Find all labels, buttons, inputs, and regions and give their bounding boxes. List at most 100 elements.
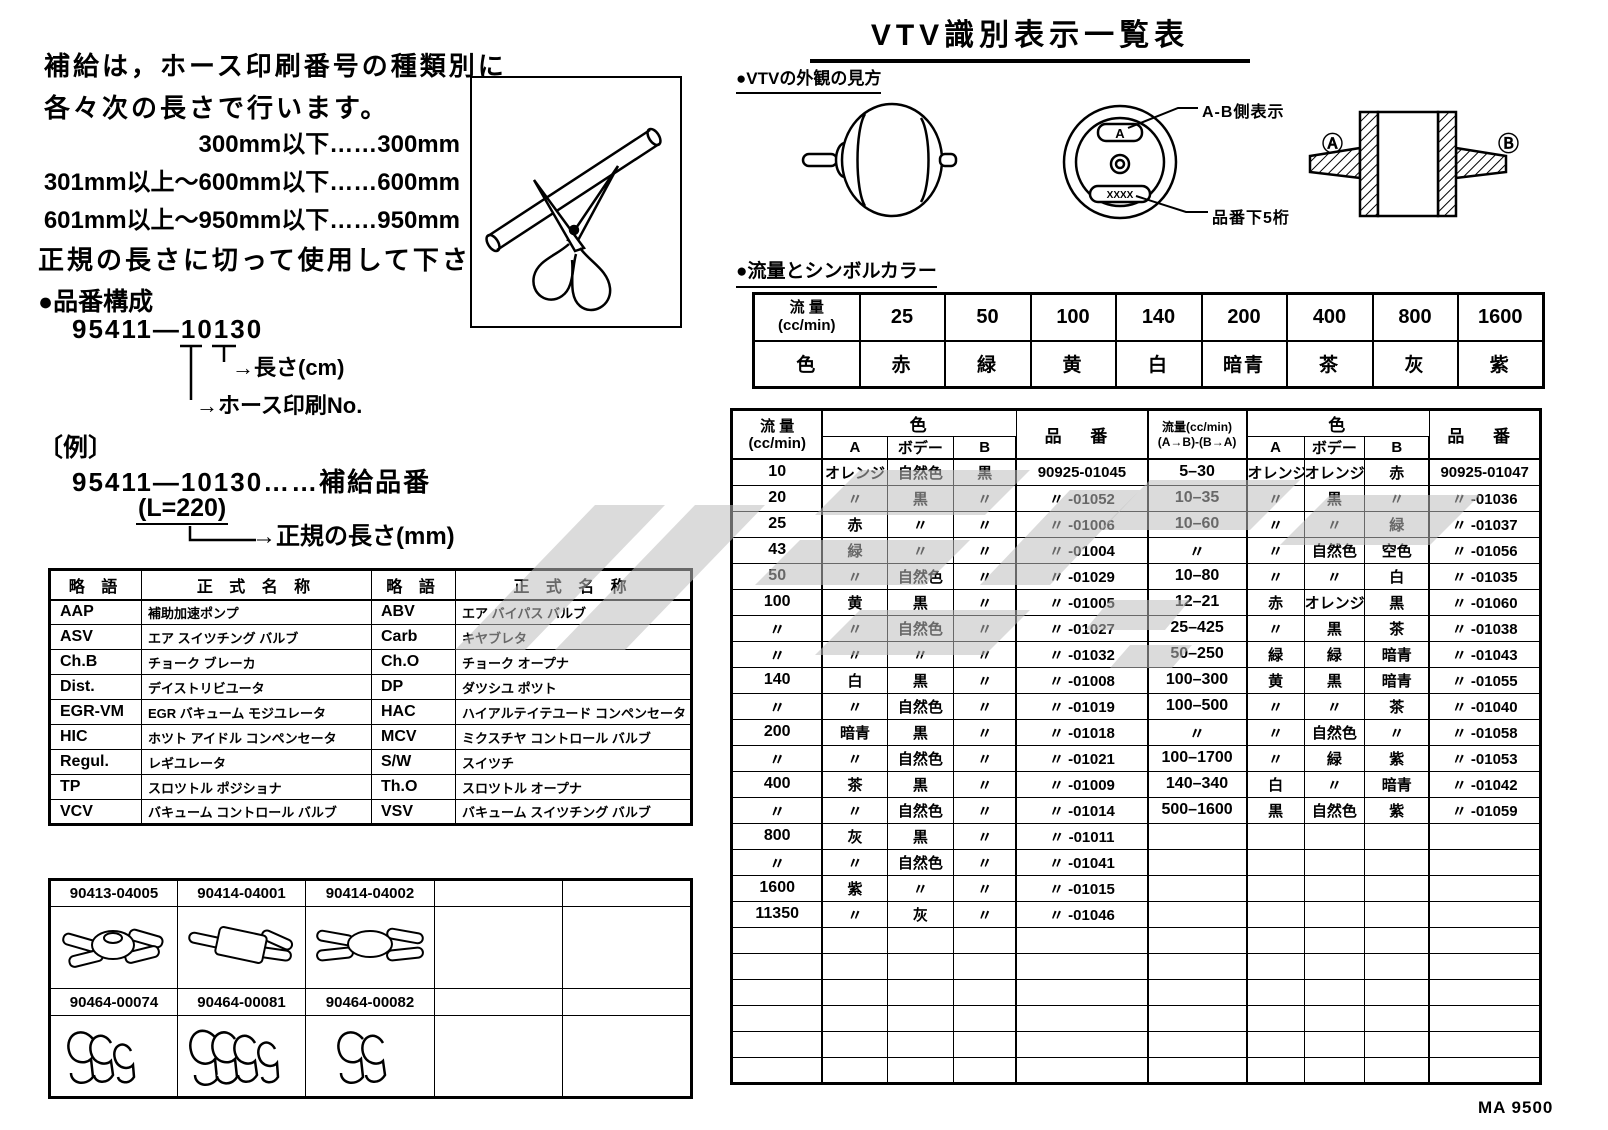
color-b-cell [953,978,1018,1006]
color-body-cell: 黒 [886,770,955,798]
part-number-cell [1428,926,1542,954]
flow-cell: 10–80 [1147,562,1248,590]
main-header-row-2: A ボデー B A ボデー B [732,436,1541,460]
flow-cell: 100–300 [1147,666,1248,694]
part-number-cell: 〃 -01037 [1428,510,1542,538]
flow-value-cell: 50 [943,292,1032,342]
part-number: 90464-00081 [177,988,306,1016]
abbr-cell: Regul. [49,749,142,775]
part-number-cell [1015,978,1149,1006]
length-rule-1: 300mm以下……300mm [198,131,460,158]
color-body-cell [1303,926,1366,954]
flow-cell: 10 [731,458,824,486]
clip-single-icon [305,1015,435,1098]
flow-cell: 〃 [731,640,824,668]
stamp-a-text: A [1115,126,1125,141]
part-number-cell: 〃 -01042 [1428,770,1542,798]
abbr-cell: DP [371,674,456,700]
vtv-side-view-icon [801,102,958,218]
part-number-empty [562,879,692,907]
color-a-cell: 黄 [821,588,888,616]
color-a-cell: 〃 [821,614,888,642]
color-body-cell [886,926,955,954]
part-number-cell [1428,1056,1542,1084]
color-b-cell: 〃 [953,562,1018,590]
color-b-cell [1364,874,1431,902]
color-a-cell: 〃 [821,796,888,824]
full-name-cell: ハイアルテイテユード コンペンセータ [455,699,692,725]
color-body-cell: 自然色 [886,848,955,876]
flow-cell: 100–1700 [1147,744,1248,772]
flow-cell: 11350 [731,900,824,928]
abbr-row: Ch.B チョーク ブレーカ Ch.O チョーク オープナ [49,649,692,675]
vtv-face-view-icon: A XXXX [1062,104,1208,220]
flow-cell: 140–340 [1147,770,1248,798]
color-body-cell [886,1030,955,1058]
abbr-cell: S/W [371,749,456,775]
color-a-cell: 紫 [821,874,888,902]
intro-line-2: 各々次の長さで行います。 [44,93,390,123]
flow-cell: 50 [731,562,824,590]
flow-cell [1147,1004,1248,1032]
abbr-cell: MCV [371,724,456,750]
abbr-header-1: 略 語 [49,569,142,601]
part-number-cell: 〃 -01008 [1015,666,1149,694]
flow-color-table-body: 流 量 (cc/min) 25 50 100 140 200 400 800 1600 色赤緑黄白暗… [752,292,1545,389]
flow-value-cell: 140 [1114,292,1203,342]
part-number-cell: 〃 -01058 [1428,718,1542,746]
color-value-cell: 紫 [1456,339,1545,389]
color-b-cell: 〃 [953,640,1018,668]
clip-triple-icon [177,1015,306,1098]
color-b-cell: 紫 [1364,744,1431,772]
abbr-header-row: 略 語 正 式 名 称 略 語 正 式 名 称 [49,569,692,601]
part-number-cell [1015,926,1149,954]
flow-header-left-bottom: (cc/min) [748,434,806,452]
example-arrow-line [188,526,256,542]
full-name-cell: デイストリビユータ [141,674,372,700]
main-header-row-1: 流 量 (cc/min) 色 品 番 流量(cc/min) (A→B)-(B→A… [731,409,1542,460]
color-b-cell [1364,848,1431,876]
col-body-header-right: ボデー [1303,436,1366,460]
main-table-row: 25 赤〃〃〃 -01006 10–60 〃〃緑〃 -01037 [731,510,1542,538]
flow-cell [731,1004,824,1032]
flow-cell [731,978,824,1006]
flow-cell: 500–1600 [1147,796,1248,824]
color-a-cell: 〃 [821,900,888,928]
color-body-cell [886,1056,955,1084]
abbr-header-3: 略 語 [371,569,456,601]
color-body-cell: 自然色 [886,744,955,772]
connector-cross-icon [49,906,178,989]
color-b-cell [1364,952,1431,980]
stamp-x-text: XXXX [1107,190,1134,201]
color-a-cell: 茶 [821,770,888,798]
part-number-cell [1428,900,1542,928]
color-b-cell: 〃 [953,484,1018,512]
part-number-cell: 〃 -01014 [1015,796,1149,824]
color-value-cell: 暗青 [1200,339,1288,389]
color-a-cell [821,1056,888,1084]
main-table-row: 〃〃自然色〃〃 -01041 [731,848,1542,876]
appearance-heading: ●VTVの外観の見方 [736,64,882,94]
color-a-cell: 〃 [1246,484,1305,512]
color-b-cell [1364,978,1431,1006]
full-name-cell: ホツト アイドル コンペンセータ [141,724,372,750]
abbr-cell: VSV [371,799,456,825]
full-name-cell: スロツトル オープナ [455,774,692,800]
color-body-cell: オレンジ [1303,588,1366,616]
part-number-cell [1428,1004,1542,1032]
color-a-cell: 〃 [821,484,888,512]
abbr-cell: Th.O [371,774,456,800]
color-body-cell: 灰 [886,900,955,928]
color-a-cell [1246,874,1305,902]
part-structure-heading: ●品番構成 [38,288,154,316]
full-name-cell: キヤブレタ [455,624,692,650]
color-value-cell: 茶 [1285,339,1374,389]
main-table-row [731,926,1542,954]
main-table-row: 11350 〃灰〃〃 -01046 [731,900,1542,928]
flow-cell: 43 [731,536,824,564]
color-body-cell: 緑 [1303,744,1366,772]
main-table-row: 〃〃自然色〃〃 -01014 500–1600 黒自然色紫〃 -01059 [731,796,1542,824]
flow-cell: 100–500 [1147,692,1248,720]
color-b-cell [1364,1030,1431,1058]
color-group-header-left: 色 [821,409,1017,437]
